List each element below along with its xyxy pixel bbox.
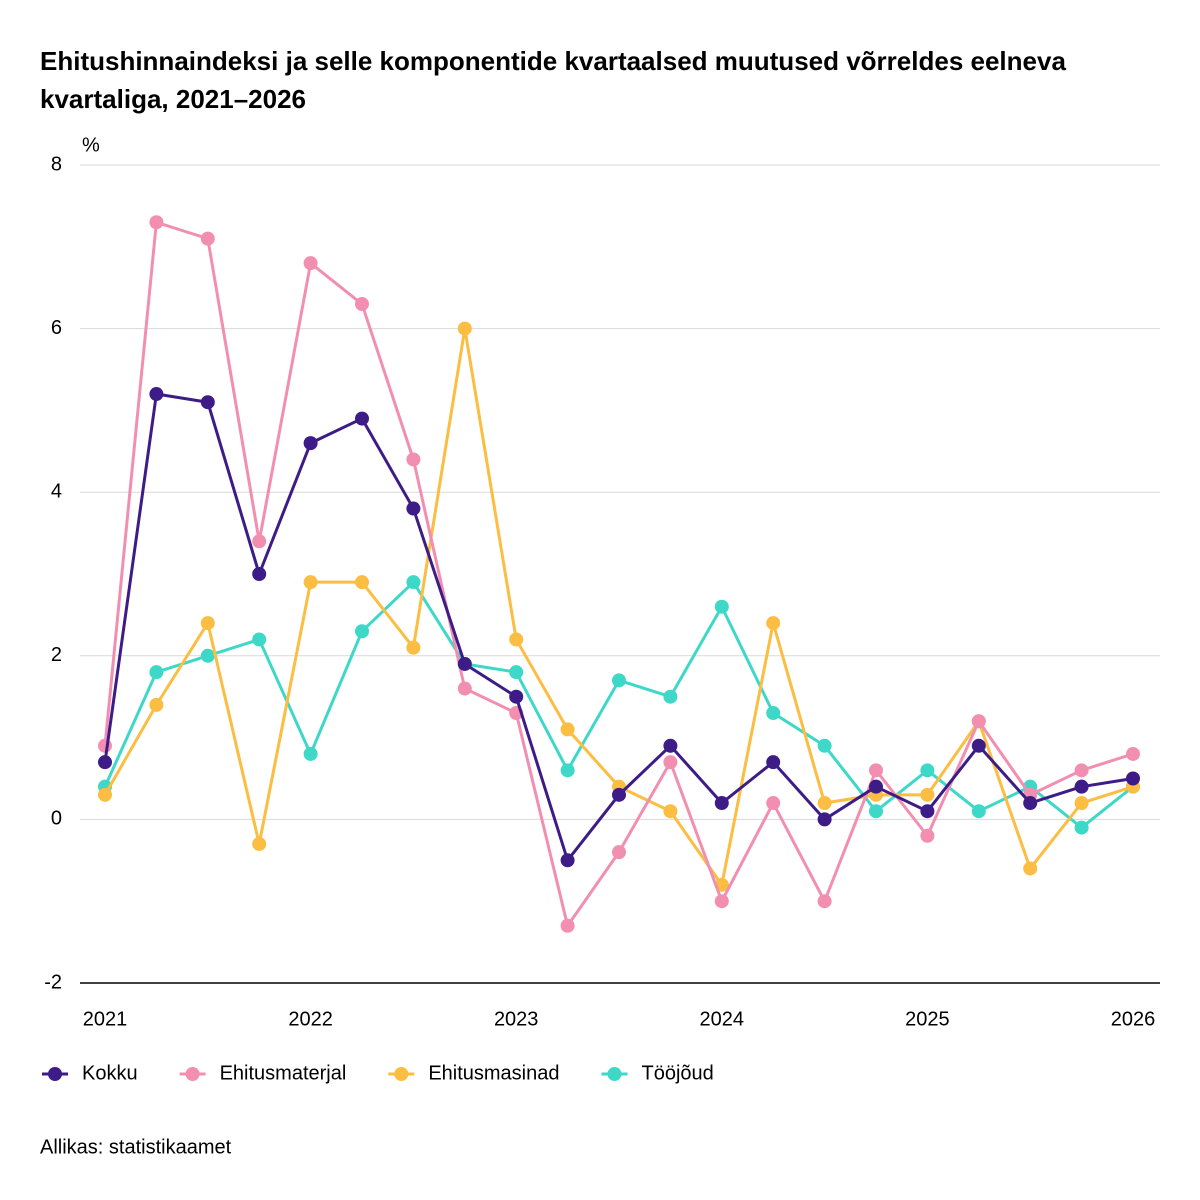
data-point xyxy=(560,853,575,868)
data-point xyxy=(252,836,267,851)
data-point xyxy=(920,763,935,778)
x-tick-label: 2022 xyxy=(288,1008,333,1030)
legend-marker xyxy=(185,1067,200,1081)
data-point xyxy=(766,755,781,770)
data-point xyxy=(98,787,112,802)
data-point xyxy=(1126,771,1140,786)
legend-label: Tööjõud xyxy=(642,1062,714,1084)
data-point xyxy=(1074,779,1089,794)
data-point xyxy=(252,632,267,647)
data-point xyxy=(98,738,112,753)
data-point xyxy=(869,804,883,819)
x-tick-label: 2021 xyxy=(83,1008,128,1030)
data-point xyxy=(149,387,164,402)
data-point xyxy=(1074,763,1089,778)
data-point xyxy=(1023,796,1038,811)
data-point xyxy=(663,804,678,819)
data-point xyxy=(766,706,781,721)
legend-marker xyxy=(48,1067,62,1081)
data-point xyxy=(1074,796,1089,811)
data-point xyxy=(920,787,935,802)
y-tick-label: 4 xyxy=(51,480,62,502)
data-point xyxy=(355,575,369,590)
data-point xyxy=(303,256,318,271)
data-point xyxy=(149,215,164,230)
data-point xyxy=(663,738,678,753)
legend-label: Ehitusmasinad xyxy=(428,1062,559,1084)
legend-label: Ehitusmaterjal xyxy=(220,1062,347,1084)
data-point xyxy=(355,624,369,639)
data-point xyxy=(406,501,421,516)
data-point xyxy=(817,796,832,811)
chart-title: Ehitushinnaindeksi ja selle komponentide… xyxy=(40,46,1066,114)
data-point xyxy=(200,648,215,663)
data-point xyxy=(714,796,729,811)
data-point xyxy=(971,738,986,753)
data-point xyxy=(766,616,781,631)
data-point xyxy=(457,681,472,696)
data-point xyxy=(303,746,318,761)
data-point xyxy=(457,656,472,671)
y-tick-label: 6 xyxy=(51,317,62,339)
data-point xyxy=(1023,861,1038,876)
data-point xyxy=(200,231,215,246)
y-axis-unit: % xyxy=(82,134,100,156)
source: Allikas: statistikaamet xyxy=(40,1136,232,1158)
data-point xyxy=(509,689,524,704)
data-point xyxy=(971,714,986,729)
data-point xyxy=(663,689,678,704)
data-point xyxy=(560,722,575,737)
data-point xyxy=(817,894,832,909)
data-point xyxy=(200,616,215,631)
data-point xyxy=(149,697,164,712)
data-point xyxy=(869,779,883,794)
data-point xyxy=(149,665,164,680)
data-point xyxy=(98,755,112,770)
data-point xyxy=(355,297,369,312)
data-point xyxy=(920,804,935,819)
y-tick-label: -2 xyxy=(44,971,62,993)
legend-marker xyxy=(394,1067,409,1081)
y-tick-label: 0 xyxy=(51,808,62,830)
y-tick-label: 2 xyxy=(51,644,62,666)
data-point xyxy=(406,575,421,590)
data-point xyxy=(612,845,626,860)
data-point xyxy=(714,894,729,909)
data-point xyxy=(252,567,267,581)
data-point xyxy=(920,828,935,843)
data-point xyxy=(612,787,626,802)
data-point xyxy=(303,575,318,590)
data-point xyxy=(406,640,421,655)
data-point xyxy=(406,452,421,467)
data-point xyxy=(200,395,215,410)
data-point xyxy=(766,796,781,811)
data-point xyxy=(663,755,678,770)
data-point xyxy=(1126,746,1140,761)
y-tick-label: 8 xyxy=(51,153,62,175)
legend-marker xyxy=(607,1067,622,1081)
data-point xyxy=(560,763,575,778)
x-tick-label: 2024 xyxy=(700,1008,745,1030)
data-point xyxy=(817,738,832,753)
data-point xyxy=(303,436,318,451)
data-point xyxy=(509,632,524,647)
data-point xyxy=(457,321,472,336)
data-point xyxy=(1074,820,1089,835)
data-point xyxy=(252,534,267,549)
data-point xyxy=(612,673,626,688)
x-tick-label: 2026 xyxy=(1111,1008,1156,1030)
data-point xyxy=(355,411,369,426)
x-tick-label: 2025 xyxy=(905,1008,950,1030)
data-point xyxy=(869,763,883,778)
data-point xyxy=(509,665,524,680)
x-tick-label: 2023 xyxy=(494,1008,539,1030)
data-point xyxy=(560,918,575,933)
data-point xyxy=(971,804,986,819)
data-point xyxy=(817,812,832,827)
data-point xyxy=(714,599,729,614)
legend-label: Kokku xyxy=(82,1062,138,1084)
